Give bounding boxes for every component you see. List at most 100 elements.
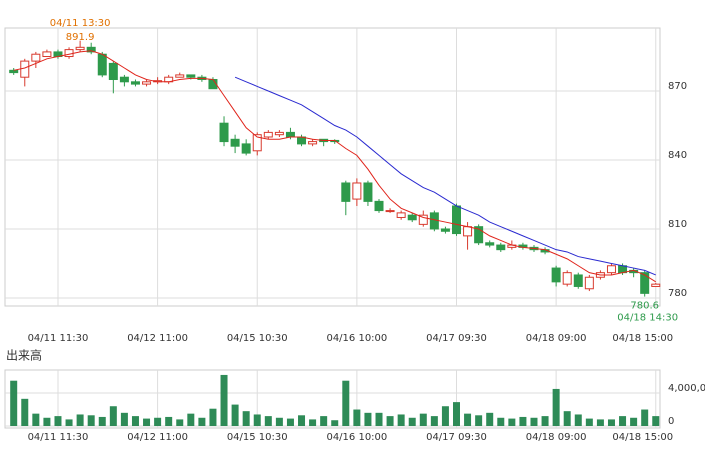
volume-bar bbox=[364, 412, 372, 426]
volume-bar bbox=[54, 416, 62, 426]
volume-bar bbox=[98, 416, 106, 426]
candle-body bbox=[418, 214, 428, 225]
volume-bar bbox=[320, 416, 328, 426]
candle-body bbox=[308, 141, 318, 145]
candle-body bbox=[42, 51, 52, 58]
x-tick-label: 04/18 15:00 bbox=[612, 432, 673, 443]
candle-body bbox=[274, 131, 284, 136]
volume-bar bbox=[353, 409, 361, 426]
candle-body bbox=[562, 272, 572, 285]
volume-bar bbox=[253, 414, 261, 426]
volume-bar bbox=[497, 417, 505, 426]
candle-body bbox=[9, 69, 19, 74]
volume-bar bbox=[375, 412, 383, 426]
x-tick-label: 04/12 11:00 bbox=[127, 333, 188, 344]
volume-bar bbox=[10, 380, 18, 426]
x-tick-label: 04/15 10:30 bbox=[227, 333, 288, 344]
high-value-annotation: 891.9 bbox=[66, 32, 95, 43]
volume-bar bbox=[165, 416, 173, 426]
x-tick-label: 04/11 11:30 bbox=[28, 333, 89, 344]
candle-body bbox=[241, 143, 251, 154]
candle-body bbox=[374, 200, 384, 212]
x-tick-label: 04/18 09:00 bbox=[526, 333, 587, 344]
volume-bar bbox=[298, 415, 306, 426]
candle-body bbox=[219, 122, 229, 143]
candle-body bbox=[573, 274, 583, 287]
candle-body bbox=[440, 228, 450, 232]
volume-bar bbox=[619, 416, 627, 426]
candle-body bbox=[142, 81, 152, 85]
candle-body bbox=[64, 49, 74, 58]
volume-bar bbox=[176, 419, 184, 426]
price-frame bbox=[4, 27, 661, 307]
moving-average-line bbox=[234, 76, 656, 276]
volume-bar bbox=[231, 404, 239, 426]
y-tick-label: 4,000,000 bbox=[668, 383, 705, 394]
volume-bar bbox=[120, 412, 128, 426]
volume-bar bbox=[552, 388, 560, 426]
volume-bar bbox=[541, 416, 549, 426]
volume-bar bbox=[242, 411, 250, 426]
volume-bar bbox=[475, 415, 483, 426]
candle-body bbox=[463, 226, 473, 237]
candle-body bbox=[108, 62, 118, 81]
volume-bar bbox=[331, 420, 339, 426]
volume-bar bbox=[574, 414, 582, 426]
high-date-annotation: 04/11 13:30 bbox=[50, 18, 111, 29]
volume-bar bbox=[519, 416, 527, 426]
candle-body bbox=[485, 242, 495, 246]
candle-body bbox=[86, 46, 96, 53]
y-tick-label: 780 bbox=[668, 288, 687, 299]
candle-body bbox=[452, 205, 461, 235]
y-tick-label: 840 bbox=[668, 150, 687, 161]
y-tick-label: 810 bbox=[668, 219, 687, 230]
x-tick-label: 04/16 10:00 bbox=[326, 333, 387, 344]
volume-title: 出来高 bbox=[6, 348, 42, 363]
candle-body bbox=[496, 244, 506, 251]
x-tick-label: 04/17 09:30 bbox=[426, 333, 487, 344]
candle-body bbox=[396, 212, 406, 218]
volume-bar bbox=[607, 419, 615, 426]
candle-body bbox=[385, 210, 395, 213]
volume-bar bbox=[87, 415, 95, 426]
volume-bar bbox=[508, 418, 516, 426]
moving-average-line bbox=[13, 50, 657, 283]
volume-bar bbox=[408, 417, 416, 426]
candle-body bbox=[551, 267, 561, 283]
volume-bar bbox=[430, 416, 438, 426]
x-tick-label: 04/17 09:30 bbox=[426, 432, 487, 443]
candle-body bbox=[474, 226, 484, 244]
candle-body bbox=[97, 53, 107, 76]
y-tick-label: 870 bbox=[668, 81, 687, 92]
volume-bar bbox=[441, 406, 449, 426]
volume-bar bbox=[21, 398, 29, 426]
volume-bar bbox=[264, 416, 272, 426]
volume-bar bbox=[596, 419, 604, 426]
candle-body bbox=[252, 134, 262, 152]
candle-body bbox=[429, 212, 439, 230]
volume-bar bbox=[630, 417, 638, 426]
volume-bar bbox=[563, 411, 571, 426]
volume-bar bbox=[43, 417, 51, 426]
y-tick-label: 0 bbox=[668, 416, 674, 427]
volume-frame bbox=[4, 369, 661, 429]
volume-bar bbox=[76, 414, 84, 426]
candle-body bbox=[263, 131, 273, 138]
volume-bar bbox=[198, 417, 206, 426]
candle-body bbox=[75, 46, 85, 51]
volume-bar bbox=[464, 413, 472, 426]
candle-body bbox=[352, 182, 362, 200]
x-tick-label: 04/18 15:00 bbox=[612, 333, 673, 344]
volume-bar bbox=[585, 418, 593, 426]
volume-bar bbox=[486, 412, 494, 426]
volume-bar bbox=[641, 409, 649, 426]
x-tick-label: 04/16 10:00 bbox=[326, 432, 387, 443]
volume-bar bbox=[109, 406, 117, 426]
volume-bar bbox=[131, 416, 139, 426]
volume-bar bbox=[286, 418, 294, 426]
candle-body bbox=[186, 74, 196, 78]
volume-bar bbox=[275, 417, 283, 426]
volume-bar bbox=[342, 380, 350, 426]
